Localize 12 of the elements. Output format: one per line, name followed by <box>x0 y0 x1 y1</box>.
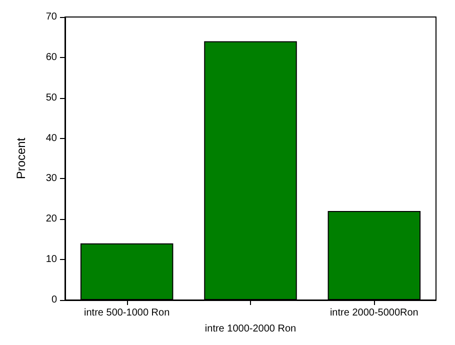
x-tick-label: intre 1000-2000 Ron <box>204 324 296 334</box>
x-tick-label: intre 500-1000 Ron <box>84 308 170 318</box>
y-tick-label: 70 <box>46 12 58 22</box>
y-axis-title: Procent <box>14 137 28 180</box>
y-tick-label: 10 <box>46 254 58 266</box>
y-tick-label: 0 <box>51 294 58 306</box>
y-tick-label: 50 <box>46 92 58 104</box>
y-tick-label: 40 <box>46 132 58 144</box>
y-tick-label: 20 <box>46 214 58 225</box>
x-tick-label: intre 2000-5000Ron <box>330 308 418 318</box>
y-tick-label: 60 <box>46 52 58 63</box>
y-tick-label: 30 <box>46 173 58 184</box>
